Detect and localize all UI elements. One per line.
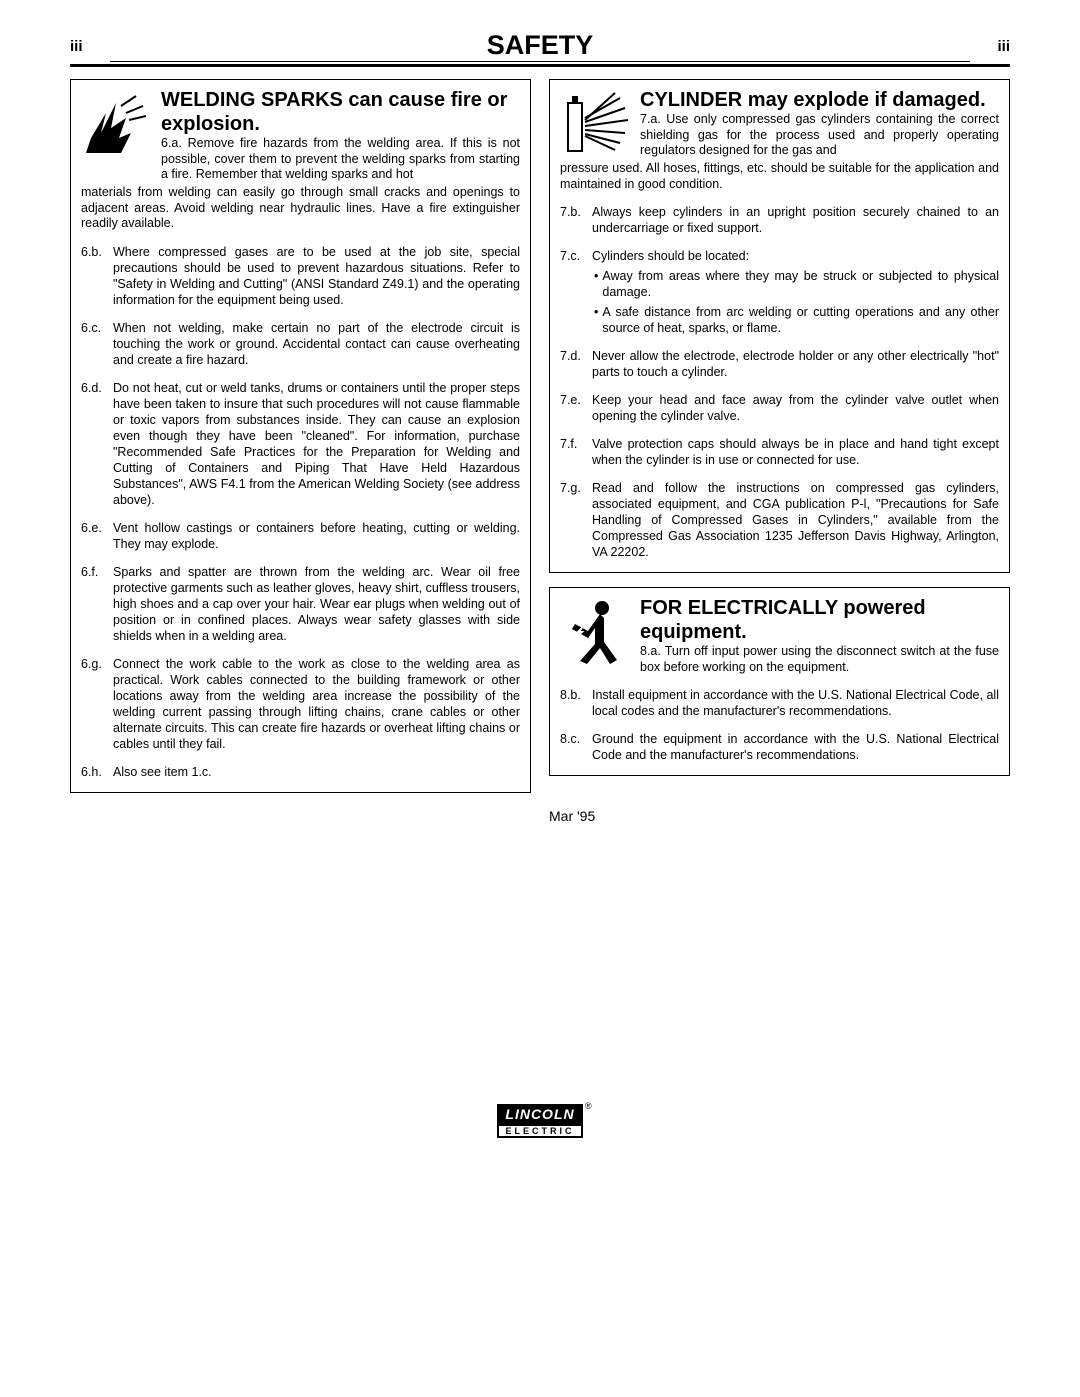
- section-items: 7.b.Always keep cylinders in an upright …: [560, 204, 999, 560]
- item-text: Never allow the electrode, electrode hol…: [592, 348, 999, 380]
- page-num-left: iii: [70, 38, 110, 55]
- item-text: Where compressed gases are to be used at…: [113, 244, 520, 308]
- page: iii SAFETY iii WELDING SPARK: [0, 0, 1080, 1169]
- section-head-text: CYLINDER may explode if damaged. 7.a. Us…: [640, 88, 999, 159]
- first-item: 8.a. Turn off input power using the disc…: [640, 644, 999, 675]
- item-text: Cylinders should be located:: [592, 248, 999, 264]
- section-welding-sparks: WELDING SPARKS can cause fire or explosi…: [70, 79, 531, 793]
- section-head: CYLINDER may explode if damaged. 7.a. Us…: [560, 88, 999, 159]
- item-text: Do not heat, cut or weld tanks, drums or…: [113, 380, 520, 508]
- logo-bottom: ELECTRIC: [497, 1124, 582, 1138]
- list-item: 7.b.Always keep cylinders in an upright …: [560, 204, 999, 236]
- page-title: SAFETY: [110, 30, 970, 62]
- first-item-text: Use only compressed gas cylinders contai…: [640, 112, 999, 157]
- list-item: 7.f.Valve protection caps should always …: [560, 436, 999, 468]
- footer: LINCOLN ELECTRIC ®: [70, 1104, 1010, 1139]
- item-text: When not welding, make certain no part o…: [113, 320, 520, 368]
- list-item: 6.f.Sparks and spatter are thrown from t…: [81, 564, 520, 644]
- first-item: 7.a. Use only compressed gas cylinders c…: [640, 112, 999, 159]
- first-item-text: Remove fire hazards from the welding are…: [161, 136, 520, 181]
- list-item: 6.b.Where compressed gases are to be use…: [81, 244, 520, 308]
- section-head: FOR ELECTRICALLY powered equipment. 8.a.…: [560, 596, 999, 675]
- list-item: 6.e.Vent hollow castings or containers b…: [81, 520, 520, 552]
- list-item: 7.c. Cylinders should be located:: [560, 248, 999, 264]
- bullet-text: A safe distance from arc welding or cutt…: [602, 304, 999, 336]
- section-head-text: WELDING SPARKS can cause fire or explosi…: [161, 88, 520, 183]
- item-num: 7.e.: [560, 392, 586, 424]
- first-item-num: 6.a.: [161, 136, 182, 150]
- item-num: 7.c.: [560, 248, 586, 264]
- item-num: 7.d.: [560, 348, 586, 380]
- list-item: 7.d.Never allow the electrode, electrode…: [560, 348, 999, 380]
- section-title: WELDING SPARKS can cause fire or explosi…: [161, 88, 520, 136]
- item-text: Keep your head and face away from the cy…: [592, 392, 999, 424]
- item-num: 8.c.: [560, 731, 586, 763]
- first-item-text: Turn off input power using the disconnec…: [640, 644, 999, 674]
- first-item-continue: pressure used. All hoses, fittings, etc.…: [560, 161, 999, 192]
- bullet-item: •A safe distance from arc welding or cut…: [594, 304, 999, 336]
- section-cylinder: CYLINDER may explode if damaged. 7.a. Us…: [549, 79, 1010, 573]
- list-item: 8.b.Install equipment in accordance with…: [560, 687, 999, 719]
- item-num: 8.b.: [560, 687, 586, 719]
- list-item: 7.g.Read and follow the instructions on …: [560, 480, 999, 560]
- item-num: 6.g.: [81, 656, 107, 752]
- bullet-item: •Away from areas where they may be struc…: [594, 268, 999, 300]
- list-item: 8.c.Ground the equipment in accordance w…: [560, 731, 999, 763]
- section-items: 6.b.Where compressed gases are to be use…: [81, 244, 520, 780]
- item-num: 6.f.: [81, 564, 107, 644]
- item-num: 6.b.: [81, 244, 107, 308]
- section-title: CYLINDER may explode if damaged.: [640, 88, 999, 112]
- date-line: Mar '95: [549, 808, 1010, 824]
- list-item: 6.c.When not welding, make certain no pa…: [81, 320, 520, 368]
- list-item: 6.g.Connect the work cable to the work a…: [81, 656, 520, 752]
- item-text: Connect the work cable to the work as cl…: [113, 656, 520, 752]
- columns: WELDING SPARKS can cause fire or explosi…: [70, 79, 1010, 824]
- section-head: WELDING SPARKS can cause fire or explosi…: [81, 88, 520, 183]
- first-item: 6.a. Remove fire hazards from the weldin…: [161, 136, 520, 183]
- item-text: Also see item 1.c.: [113, 764, 520, 780]
- item-text: Valve protection caps should always be i…: [592, 436, 999, 468]
- bullet-dot: •: [594, 304, 598, 336]
- item-num: 7.g.: [560, 480, 586, 560]
- section-electrical: FOR ELECTRICALLY powered equipment. 8.a.…: [549, 587, 1010, 776]
- page-num-right: iii: [970, 38, 1010, 55]
- first-item-continue: materials from welding can easily go thr…: [81, 185, 520, 232]
- item-text: Always keep cylinders in an upright posi…: [592, 204, 999, 236]
- first-item-num: 7.a.: [640, 112, 661, 126]
- page-header: iii SAFETY iii: [70, 30, 1010, 67]
- item-text: Read and follow the instructions on comp…: [592, 480, 999, 560]
- section-items: 8.b.Install equipment in accordance with…: [560, 687, 999, 763]
- left-column: WELDING SPARKS can cause fire or explosi…: [70, 79, 531, 824]
- list-item: 6.d.Do not heat, cut or weld tanks, drum…: [81, 380, 520, 508]
- lincoln-logo: LINCOLN ELECTRIC ®: [497, 1104, 582, 1138]
- item-num: 7.b.: [560, 204, 586, 236]
- right-column: CYLINDER may explode if damaged. 7.a. Us…: [549, 79, 1010, 824]
- item-num: 6.c.: [81, 320, 107, 368]
- first-item-num: 8.a.: [640, 644, 661, 658]
- item-text: Sparks and spatter are thrown from the w…: [113, 564, 520, 644]
- item-text: Ground the equipment in accordance with …: [592, 731, 999, 763]
- bullet-text: Away from areas where they may be struck…: [602, 268, 999, 300]
- item-num: 6.d.: [81, 380, 107, 508]
- person-shock-icon: [560, 596, 630, 666]
- cylinder-burst-icon: [560, 88, 630, 158]
- item-num: 7.f.: [560, 436, 586, 468]
- logo-top: LINCOLN: [497, 1104, 582, 1124]
- logo-registered: ®: [585, 1101, 592, 1111]
- section-title: FOR ELECTRICALLY powered equipment.: [640, 596, 999, 644]
- list-item: 7.e.Keep your head and face away from th…: [560, 392, 999, 424]
- bullet-dot: •: [594, 268, 598, 300]
- item-num: 6.h.: [81, 764, 107, 780]
- list-item: 6.h. Also see item 1.c.: [81, 764, 520, 780]
- item-text: Install equipment in accordance with the…: [592, 687, 999, 719]
- item-text: Vent hollow castings or containers befor…: [113, 520, 520, 552]
- item-num: 6.e.: [81, 520, 107, 552]
- explosion-icon: [81, 88, 151, 158]
- section-head-text: FOR ELECTRICALLY powered equipment. 8.a.…: [640, 596, 999, 675]
